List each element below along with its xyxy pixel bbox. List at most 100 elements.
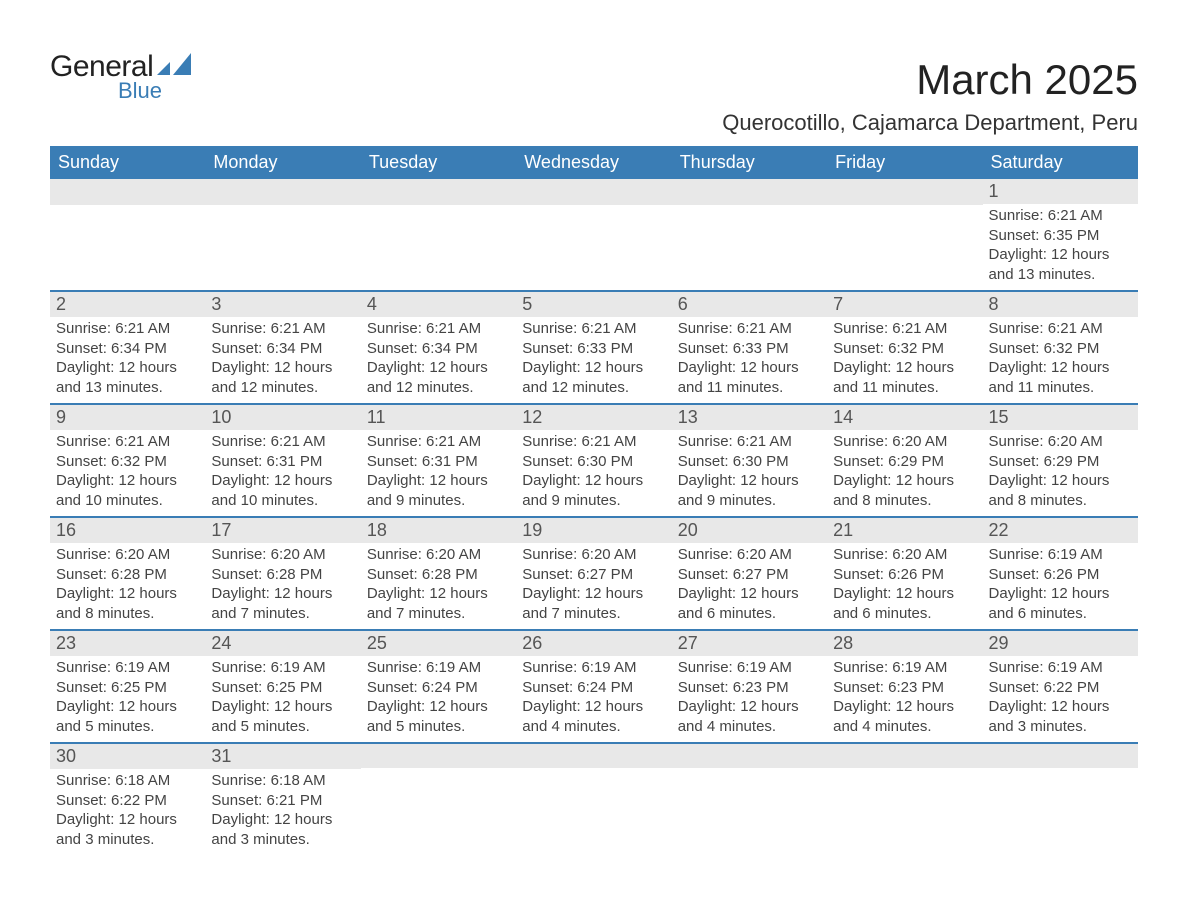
sunrise-text: Sunrise: 6:21 AM bbox=[833, 319, 976, 339]
sunset-text: Sunset: 6:28 PM bbox=[56, 565, 199, 585]
daylight-text: and 7 minutes. bbox=[211, 604, 354, 624]
day-body: Sunrise: 6:21 AMSunset: 6:34 PMDaylight:… bbox=[361, 317, 516, 403]
sunset-text: Sunset: 6:29 PM bbox=[833, 452, 976, 472]
day-body: Sunrise: 6:21 AMSunset: 6:31 PMDaylight:… bbox=[205, 430, 360, 516]
day-body: Sunrise: 6:21 AMSunset: 6:32 PMDaylight:… bbox=[50, 430, 205, 516]
day-number: 18 bbox=[361, 516, 516, 543]
sunrise-text: Sunrise: 6:21 AM bbox=[367, 319, 510, 339]
empty-day-header bbox=[516, 179, 671, 205]
empty-day-header bbox=[827, 742, 982, 768]
calendar-day-cell: 6Sunrise: 6:21 AMSunset: 6:33 PMDaylight… bbox=[672, 290, 827, 403]
calendar-week-row: 16Sunrise: 6:20 AMSunset: 6:28 PMDayligh… bbox=[50, 516, 1138, 629]
sunset-text: Sunset: 6:28 PM bbox=[211, 565, 354, 585]
daylight-text: and 7 minutes. bbox=[367, 604, 510, 624]
daylight-text: Daylight: 12 hours bbox=[211, 810, 354, 830]
sunset-text: Sunset: 6:24 PM bbox=[367, 678, 510, 698]
calendar-day-cell: 20Sunrise: 6:20 AMSunset: 6:27 PMDayligh… bbox=[672, 516, 827, 629]
sunset-text: Sunset: 6:22 PM bbox=[989, 678, 1132, 698]
calendar-week-row: 1Sunrise: 6:21 AMSunset: 6:35 PMDaylight… bbox=[50, 179, 1138, 290]
calendar-day-cell: 18Sunrise: 6:20 AMSunset: 6:28 PMDayligh… bbox=[361, 516, 516, 629]
daylight-text: and 5 minutes. bbox=[211, 717, 354, 737]
daylight-text: and 11 minutes. bbox=[833, 378, 976, 398]
daylight-text: and 6 minutes. bbox=[833, 604, 976, 624]
month-title: March 2025 bbox=[916, 56, 1138, 104]
daylight-text: and 4 minutes. bbox=[522, 717, 665, 737]
weekday-header: Wednesday bbox=[516, 146, 671, 179]
day-number: 21 bbox=[827, 516, 982, 543]
daylight-text: and 9 minutes. bbox=[522, 491, 665, 511]
calendar-day-cell: 30Sunrise: 6:18 AMSunset: 6:22 PMDayligh… bbox=[50, 742, 205, 855]
day-number: 2 bbox=[50, 290, 205, 317]
calendar-day-cell: 23Sunrise: 6:19 AMSunset: 6:25 PMDayligh… bbox=[50, 629, 205, 742]
calendar-day-cell: 28Sunrise: 6:19 AMSunset: 6:23 PMDayligh… bbox=[827, 629, 982, 742]
sunset-text: Sunset: 6:26 PM bbox=[833, 565, 976, 585]
daylight-text: and 5 minutes. bbox=[367, 717, 510, 737]
calendar-day-cell: 3Sunrise: 6:21 AMSunset: 6:34 PMDaylight… bbox=[205, 290, 360, 403]
sunset-text: Sunset: 6:21 PM bbox=[211, 791, 354, 811]
calendar-week-row: 9Sunrise: 6:21 AMSunset: 6:32 PMDaylight… bbox=[50, 403, 1138, 516]
calendar-day-cell: 7Sunrise: 6:21 AMSunset: 6:32 PMDaylight… bbox=[827, 290, 982, 403]
sunset-text: Sunset: 6:27 PM bbox=[678, 565, 821, 585]
day-number: 25 bbox=[361, 629, 516, 656]
day-body: Sunrise: 6:21 AMSunset: 6:34 PMDaylight:… bbox=[205, 317, 360, 403]
sunset-text: Sunset: 6:28 PM bbox=[367, 565, 510, 585]
day-number: 31 bbox=[205, 742, 360, 769]
daylight-text: Daylight: 12 hours bbox=[989, 584, 1132, 604]
day-body: Sunrise: 6:20 AMSunset: 6:28 PMDaylight:… bbox=[205, 543, 360, 629]
sunset-text: Sunset: 6:34 PM bbox=[367, 339, 510, 359]
sunrise-text: Sunrise: 6:19 AM bbox=[833, 658, 976, 678]
empty-day-header bbox=[205, 179, 360, 205]
daylight-text: Daylight: 12 hours bbox=[211, 471, 354, 491]
sunrise-text: Sunrise: 6:20 AM bbox=[367, 545, 510, 565]
daylight-text: Daylight: 12 hours bbox=[833, 358, 976, 378]
calendar-day-cell: 27Sunrise: 6:19 AMSunset: 6:23 PMDayligh… bbox=[672, 629, 827, 742]
sunset-text: Sunset: 6:30 PM bbox=[678, 452, 821, 472]
day-number: 23 bbox=[50, 629, 205, 656]
day-number: 3 bbox=[205, 290, 360, 317]
daylight-text: and 7 minutes. bbox=[522, 604, 665, 624]
sunset-text: Sunset: 6:23 PM bbox=[678, 678, 821, 698]
sunrise-text: Sunrise: 6:20 AM bbox=[678, 545, 821, 565]
empty-day-header bbox=[983, 742, 1138, 768]
weekday-header: Saturday bbox=[983, 146, 1138, 179]
daylight-text: Daylight: 12 hours bbox=[211, 358, 354, 378]
daylight-text: and 3 minutes. bbox=[56, 830, 199, 850]
daylight-text: Daylight: 12 hours bbox=[211, 584, 354, 604]
day-body: Sunrise: 6:21 AMSunset: 6:34 PMDaylight:… bbox=[50, 317, 205, 403]
day-body: Sunrise: 6:20 AMSunset: 6:28 PMDaylight:… bbox=[361, 543, 516, 629]
daylight-text: and 6 minutes. bbox=[989, 604, 1132, 624]
day-number: 15 bbox=[983, 403, 1138, 430]
daylight-text: Daylight: 12 hours bbox=[367, 358, 510, 378]
calendar-day-cell: 5Sunrise: 6:21 AMSunset: 6:33 PMDaylight… bbox=[516, 290, 671, 403]
day-body: Sunrise: 6:20 AMSunset: 6:28 PMDaylight:… bbox=[50, 543, 205, 629]
day-number: 4 bbox=[361, 290, 516, 317]
location-subtitle: Querocotillo, Cajamarca Department, Peru bbox=[50, 110, 1138, 136]
daylight-text: and 3 minutes. bbox=[211, 830, 354, 850]
day-body: Sunrise: 6:19 AMSunset: 6:23 PMDaylight:… bbox=[672, 656, 827, 742]
sunrise-text: Sunrise: 6:20 AM bbox=[522, 545, 665, 565]
weekday-header: Thursday bbox=[672, 146, 827, 179]
daylight-text: Daylight: 12 hours bbox=[678, 471, 821, 491]
sunrise-text: Sunrise: 6:18 AM bbox=[211, 771, 354, 791]
day-number: 6 bbox=[672, 290, 827, 317]
sunrise-text: Sunrise: 6:21 AM bbox=[211, 319, 354, 339]
sunrise-text: Sunrise: 6:21 AM bbox=[522, 432, 665, 452]
daylight-text: and 11 minutes. bbox=[678, 378, 821, 398]
calendar-week-row: 23Sunrise: 6:19 AMSunset: 6:25 PMDayligh… bbox=[50, 629, 1138, 742]
sunrise-text: Sunrise: 6:20 AM bbox=[56, 545, 199, 565]
weekday-header-row: SundayMondayTuesdayWednesdayThursdayFrid… bbox=[50, 146, 1138, 179]
calendar-day-cell: 11Sunrise: 6:21 AMSunset: 6:31 PMDayligh… bbox=[361, 403, 516, 516]
daylight-text: Daylight: 12 hours bbox=[833, 584, 976, 604]
empty-day-header bbox=[516, 742, 671, 768]
sunrise-text: Sunrise: 6:20 AM bbox=[989, 432, 1132, 452]
sunrise-text: Sunrise: 6:21 AM bbox=[56, 319, 199, 339]
daylight-text: Daylight: 12 hours bbox=[522, 471, 665, 491]
day-number: 27 bbox=[672, 629, 827, 656]
day-number: 8 bbox=[983, 290, 1138, 317]
day-number: 19 bbox=[516, 516, 671, 543]
calendar-day-cell: 8Sunrise: 6:21 AMSunset: 6:32 PMDaylight… bbox=[983, 290, 1138, 403]
day-body: Sunrise: 6:19 AMSunset: 6:25 PMDaylight:… bbox=[50, 656, 205, 742]
daylight-text: Daylight: 12 hours bbox=[522, 358, 665, 378]
day-body: Sunrise: 6:21 AMSunset: 6:30 PMDaylight:… bbox=[516, 430, 671, 516]
day-number: 16 bbox=[50, 516, 205, 543]
